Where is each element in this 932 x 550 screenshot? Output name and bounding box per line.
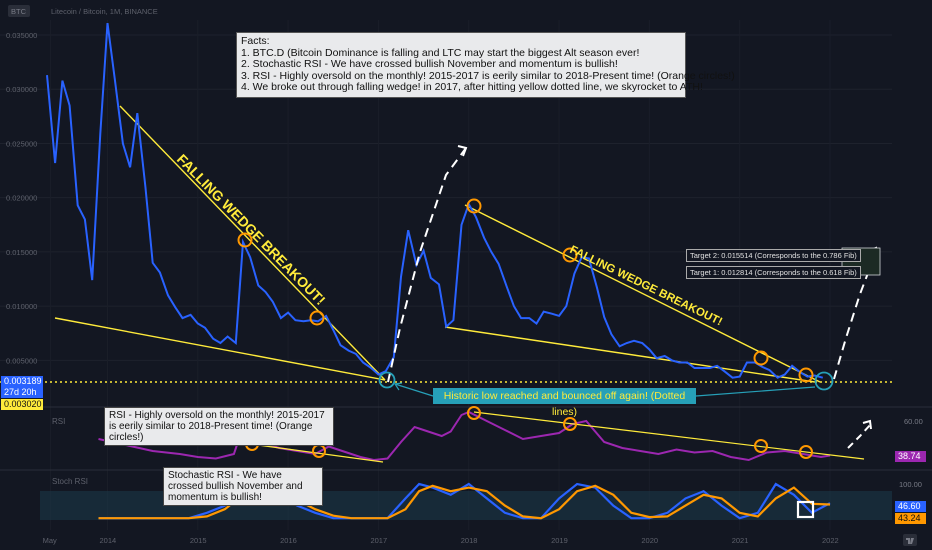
rsi-axis-60: 60.00 (904, 417, 923, 426)
teal-arrow-left (394, 383, 434, 397)
wedge1-lower-line (54, 317, 386, 381)
facts-title: Facts: (241, 35, 270, 47)
stoch-d-value: 43.24 (898, 513, 921, 523)
price-series-line (46, 22, 824, 379)
price-tick-label: 0.015000 (6, 248, 37, 257)
rsi-note: RSI - Highly oversold on the monthly! 20… (104, 407, 334, 446)
facts-line-3: 3. RSI - Highly oversold on the monthly!… (241, 69, 735, 82)
time-tick-label: 2017 (370, 536, 387, 545)
breakout-projection-2017 (387, 147, 467, 383)
stoch-d-badge: 43.24 (895, 513, 926, 524)
stoch-pane-label: Stoch RSI (52, 477, 88, 486)
time-tick-label: May (43, 536, 57, 545)
last-price-value: 0.003189 (4, 376, 42, 386)
time-tick-label: 2014 (100, 536, 117, 545)
stoch-note: Stochastic RSI - We have crossed bullish… (163, 467, 323, 506)
symbol-title: Litecoin / Bitcoin, 1M, BINANCE (51, 7, 158, 16)
rsi-value: 38.74 (898, 451, 921, 461)
target-1-label: Target 1: 0.012814 (Corresponds to the 0… (686, 266, 861, 279)
orange-circle-2018 (466, 198, 482, 214)
rsi-circle-2018 (467, 406, 481, 420)
price-tick-label: 0.030000 (6, 85, 37, 94)
time-tick-label: 2018 (461, 536, 478, 545)
tradingview-logo (903, 534, 917, 546)
stoch-cross-marker (796, 500, 815, 519)
time-tick-label: 2022 (822, 536, 839, 545)
facts-line-2: 2. Stochastic RSI - We have crossed bull… (241, 58, 618, 71)
rsi-pane-label: RSI (52, 417, 65, 426)
logo-badge (8, 5, 30, 17)
rsi-circle-2021b (799, 445, 813, 459)
rsi-value-badge: 38.74 (895, 451, 926, 462)
orange-circle-2021b (798, 367, 814, 383)
stoch-k-value: 46.60 (898, 501, 921, 511)
historic-low-label: Historic low reached and bounced off aga… (433, 388, 696, 418)
time-tick-label: 2019 (551, 536, 568, 545)
support-price-value: 0.003020 (4, 399, 42, 409)
stoch-k-badge: 46.60 (895, 501, 926, 512)
countdown-badge: 27d 20h (1, 387, 43, 398)
price-tick-label: 0.005000 (6, 356, 37, 365)
rsi-trend-line-1 (249, 443, 384, 463)
rsi-projection (847, 424, 871, 449)
time-tick-label: 2016 (280, 536, 297, 545)
orange-circle-2016 (309, 310, 325, 326)
orange-circle-2015 (237, 232, 253, 248)
price-tick-label: 0.010000 (6, 302, 37, 311)
last-price-badge: 0.003189 (1, 376, 43, 387)
arrow-head-2017 (457, 145, 468, 157)
support-price-badge: 0.003020 (1, 399, 43, 410)
price-orange-circles (237, 198, 814, 383)
time-tick-label: 2021 (732, 536, 749, 545)
rsi-circle-2019 (563, 417, 577, 431)
logo-text: BTC (11, 7, 27, 16)
facts-box: Facts: 1. BTC.D (Bitcoin Dominance is fa… (236, 32, 735, 98)
facts-line-1: 1. BTC.D (Bitcoin Dominance is falling a… (241, 46, 640, 59)
stoch-axis-100: 100.00 (899, 480, 922, 489)
rsi-arrow-head (862, 419, 872, 430)
price-tick-label: 0.035000 (6, 31, 37, 40)
target-2-label: Target 2: 0.015514 (Corresponds to the 0… (686, 249, 861, 262)
price-axis: 0.035000 0.030000 0.025000 0.020000 0.015000… (6, 31, 37, 365)
time-axis: May 2014 2015 2016 2017 2018 2019 2020 2021 2022 (43, 536, 839, 545)
orange-circle-2021a (753, 350, 769, 366)
teal-circle-2021-low (814, 371, 834, 391)
price-tick-label: 0.025000 (6, 139, 37, 148)
orange-circle-2019 (562, 247, 578, 263)
time-tick-label: 2020 (641, 536, 658, 545)
teal-arrow-left-head (393, 382, 403, 391)
teal-circle-2017-low (378, 371, 396, 389)
wedge1-upper-line (119, 105, 386, 381)
teal-arrow-right (695, 386, 816, 397)
rsi-circle-2021a (754, 439, 768, 453)
wedge2-lower-line (444, 326, 816, 383)
countdown-value: 27d 20h (4, 387, 37, 397)
time-tick-label: 2015 (190, 536, 207, 545)
rsi-trend-line-2 (473, 411, 865, 460)
stoch-d-line (98, 484, 831, 520)
facts-line-4: 4. We broke out through falling wedge! i… (241, 81, 703, 94)
price-tick-label: 0.020000 (6, 194, 37, 203)
